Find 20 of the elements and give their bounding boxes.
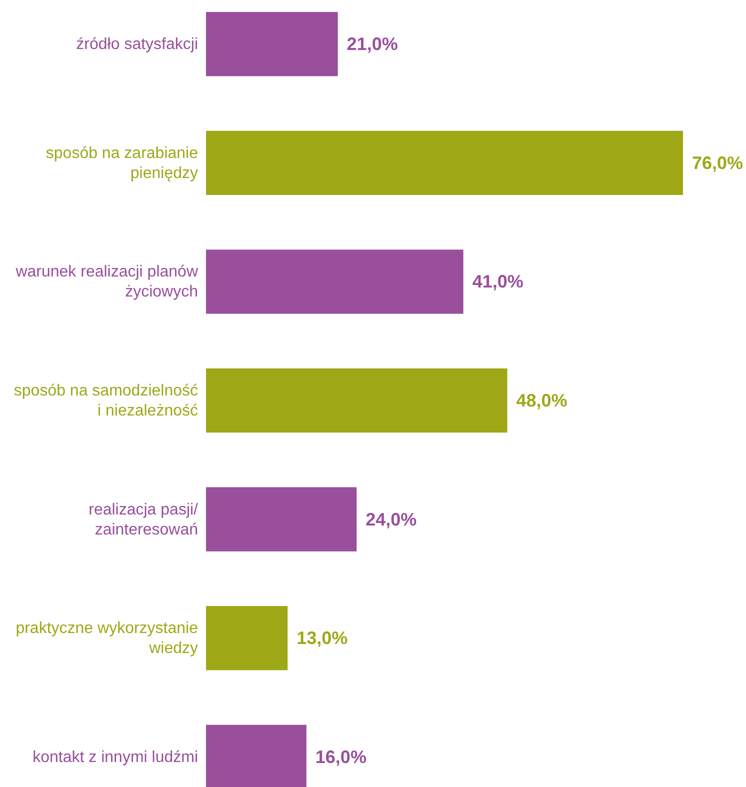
bar — [206, 487, 357, 552]
y-tick-label: źródło satysfakcji — [76, 36, 198, 53]
y-tick-label: realizacja pasji/zainteresowań — [88, 500, 199, 538]
data-label: 21,0% — [346, 34, 398, 54]
data-label: 48,0% — [516, 390, 568, 410]
data-label: 13,0% — [296, 628, 348, 648]
data-label: 24,0% — [366, 509, 417, 530]
data-label: 76,0% — [692, 152, 744, 173]
data-label: 16,0% — [315, 746, 366, 767]
bar — [206, 606, 288, 670]
y-tick-label: sposób na samodzielność i niezależność — [14, 382, 198, 419]
y-tick-label: praktyczne wykorzystanie wiedzy — [16, 620, 198, 657]
y-tick-label: warunek realizacji planów życiowych — [14, 263, 198, 300]
y-tick-label: kontakt z innymi ludźmi — [32, 748, 198, 766]
data-label: 41,0% — [472, 272, 524, 292]
bar — [206, 368, 508, 433]
bar — [206, 12, 338, 76]
bar — [206, 250, 464, 314]
y-tick-label: sposób na zarabianie pieniędzy — [46, 144, 198, 182]
bar — [206, 130, 683, 195]
